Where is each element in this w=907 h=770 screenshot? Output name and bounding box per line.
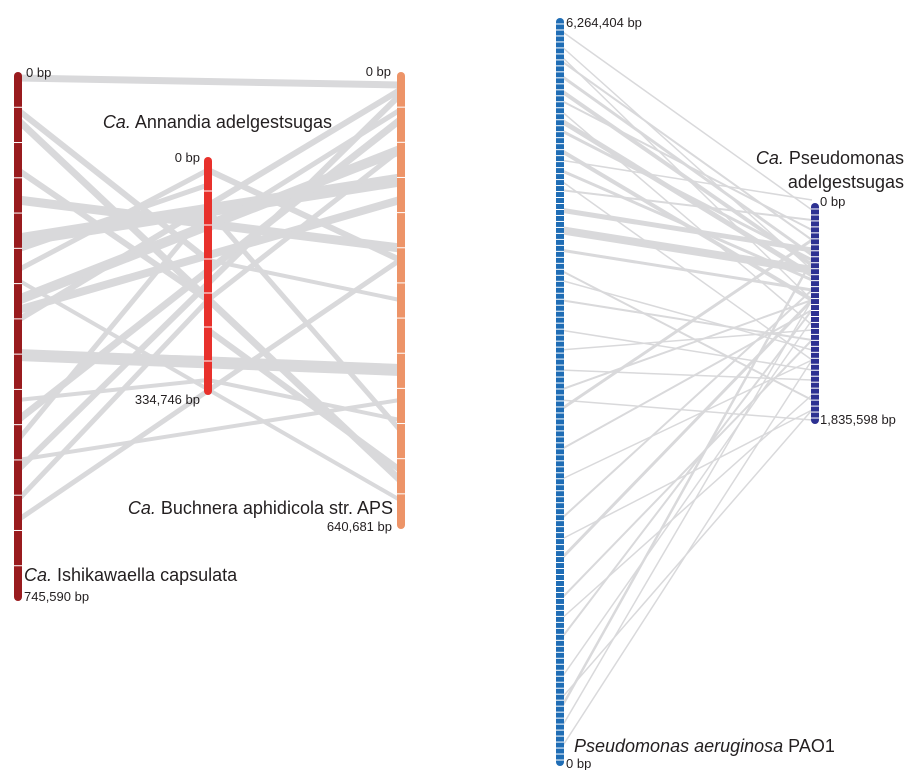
right-link-5 [559, 99, 813, 231]
annandia-name: Ca. Annandia adelgestsugas [103, 112, 332, 132]
right-link-25 [559, 339, 813, 601]
annandia-end-label: 334,746 bp [135, 392, 200, 407]
left-link-13 [16, 208, 210, 442]
buchnera-name-prefix: Ca. [128, 498, 156, 518]
left-link-25 [16, 167, 210, 273]
right-link-1 [559, 44, 813, 271]
left-link-15 [16, 298, 210, 502]
left-link-26 [17, 398, 401, 462]
right-link-33 [559, 159, 813, 201]
left-link-19 [206, 208, 402, 432]
left-link-22 [206, 148, 402, 302]
p-adelgestsugas-name-line1-rest: Pseudomonas [784, 148, 904, 168]
buchnera-bar-body [397, 72, 405, 529]
p-adelgestsugas-end-label: 1,835,598 bp [820, 412, 896, 427]
right-link-2 [559, 59, 813, 241]
annandia-start-label: 0 bp [175, 150, 200, 165]
genome-bars [14, 18, 819, 766]
buchnera-bar [397, 72, 405, 529]
buchnera-name: Ca. Buchnera aphidicola str. APS [128, 498, 393, 518]
right-link-37 [559, 409, 813, 701]
ishikawaella-end-label: 745,590 bp [24, 589, 89, 604]
right-link-18 [559, 369, 813, 381]
p-aeruginosa-bar [556, 18, 564, 766]
p-adelgestsugas-bar [811, 203, 819, 424]
right-link-16 [559, 329, 813, 371]
p-adelgestsugas-bar-body [811, 203, 819, 424]
right-link-23 [559, 289, 813, 521]
right-link-20 [559, 238, 813, 412]
buchnera-name-rest: Buchnera aphidicola str. APS [156, 498, 393, 518]
right-link-32 [559, 279, 813, 351]
p-aeruginosa-end-label: 6,264,404 bp [566, 15, 642, 30]
right-synteny-links [558, 29, 814, 751]
left-link-20 [207, 258, 401, 302]
right-link-28 [558, 259, 814, 711]
p-aeruginosa-start-label: 0 bp [566, 756, 591, 770]
p-aeruginosa-name-rest: PAO1 [783, 736, 835, 756]
ishikawaella-name-rest: Ishikawaella capsulata [52, 565, 238, 585]
ishikawaella-name-prefix: Ca. [24, 565, 52, 585]
left-link-18 [206, 167, 402, 263]
p-aeruginosa-name-italic: Pseudomonas aeruginosa [574, 736, 783, 756]
right-link-19 [559, 299, 813, 391]
buchnera-start-label: 0 bp [366, 64, 391, 79]
p-adelgestsugas-name-line2: adelgestsugas [788, 172, 904, 192]
left-link-24 [207, 378, 401, 422]
right-link-38 [559, 109, 813, 326]
p-adelgestsugas-name-prefix: Ca. [756, 148, 784, 168]
p-adelgestsugas-name-line1: Ca. Pseudomonas [756, 148, 904, 168]
right-link-24 [558, 298, 814, 562]
p-aeruginosa-bar-body [556, 18, 564, 766]
right-link-12 [559, 226, 813, 274]
annandia-name-rest: Annandia adelgestsugas [131, 112, 332, 132]
left-link-23 [206, 107, 402, 233]
ishikawaella-bar-body [14, 72, 22, 601]
ishikawaella-start-label: 0 bp [26, 65, 51, 80]
right-link-11 [559, 207, 813, 253]
annandia-bar [204, 157, 212, 395]
right-link-39 [559, 54, 813, 301]
right-link-0 [559, 29, 813, 211]
left-link-17 [17, 378, 209, 402]
right-link-31 [559, 179, 813, 361]
p-aeruginosa-name: Pseudomonas aeruginosa PAO1 [574, 736, 835, 756]
right-link-29 [559, 299, 813, 731]
ishikawaella-bar [14, 72, 22, 601]
right-link-7 [559, 128, 813, 262]
buchnera-end-label: 640,681 bp [327, 519, 392, 534]
annandia-bar-body [204, 157, 212, 395]
left-link-11 [16, 167, 210, 303]
right-link-36 [559, 394, 813, 621]
p-adelgestsugas-start-label: 0 bp [820, 194, 845, 209]
right-link-27 [559, 319, 813, 681]
left-link-0 [17, 74, 401, 89]
right-link-34 [559, 399, 813, 421]
right-link-10 [559, 189, 813, 221]
ishikawaella-name: Ca. Ishikawaella capsulata [24, 565, 238, 585]
annandia-name-prefix: Ca. [103, 112, 131, 132]
